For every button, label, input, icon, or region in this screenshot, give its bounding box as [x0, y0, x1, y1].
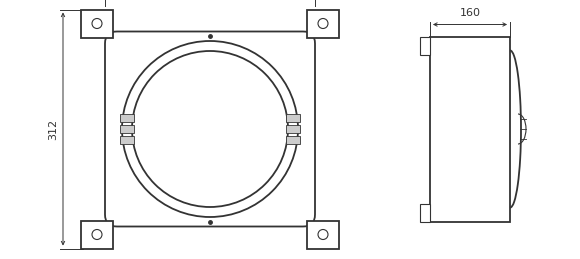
Bar — [286, 136, 300, 144]
Bar — [420, 204, 430, 221]
Bar — [120, 114, 134, 122]
Bar — [81, 220, 113, 248]
Text: 160: 160 — [459, 9, 480, 18]
Bar — [120, 125, 134, 133]
Circle shape — [318, 18, 328, 28]
Circle shape — [132, 51, 288, 207]
Text: 312: 312 — [48, 118, 58, 140]
Bar — [307, 10, 339, 38]
Bar — [430, 37, 510, 221]
Bar — [307, 220, 339, 248]
Bar — [286, 125, 300, 133]
Bar — [286, 114, 300, 122]
Circle shape — [122, 41, 298, 217]
Circle shape — [92, 18, 102, 28]
Bar — [420, 37, 430, 54]
Circle shape — [92, 229, 102, 240]
FancyBboxPatch shape — [105, 32, 315, 227]
Circle shape — [318, 229, 328, 240]
Bar — [120, 136, 134, 144]
Bar — [81, 10, 113, 38]
